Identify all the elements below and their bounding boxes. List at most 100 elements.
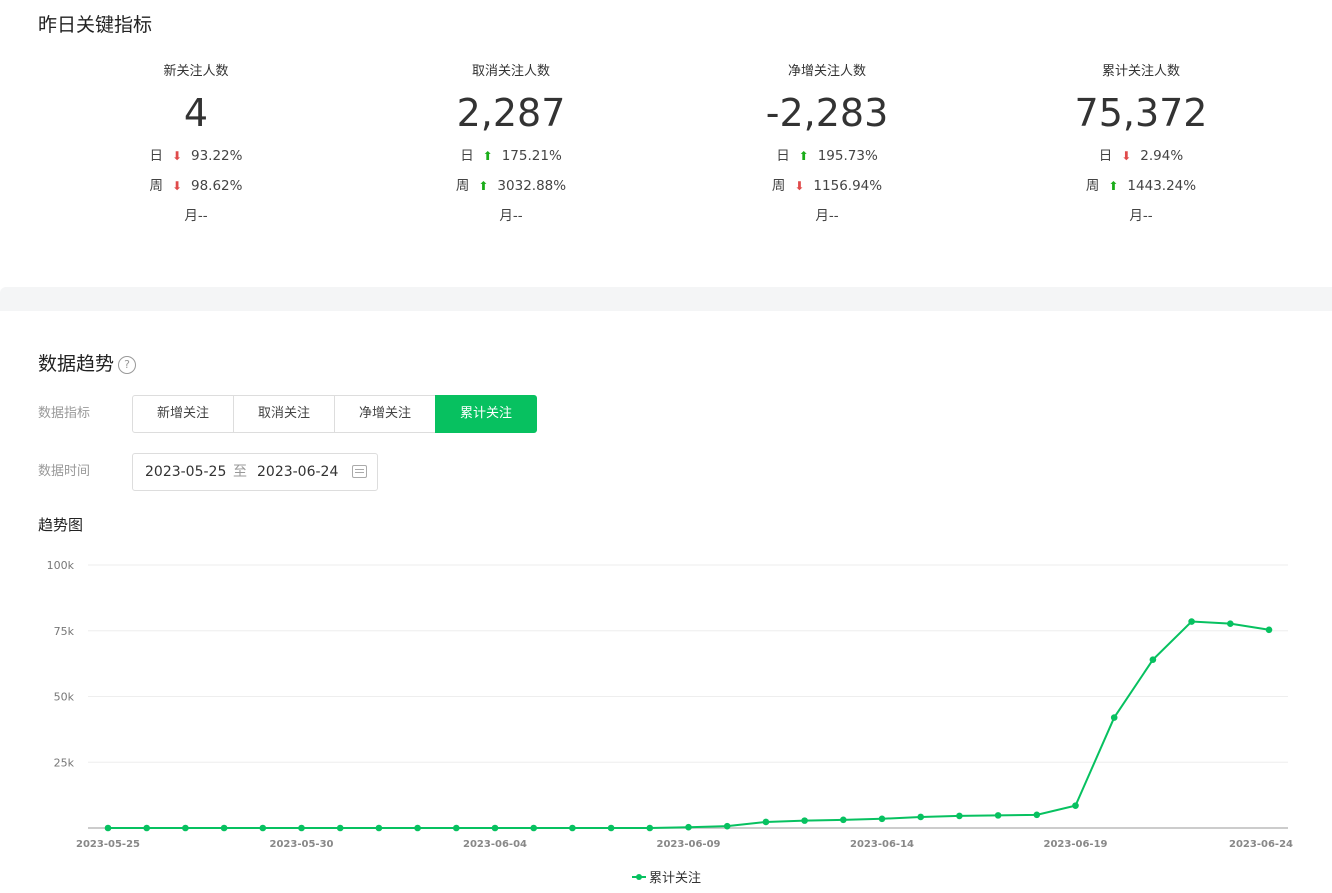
data-point bbox=[646, 824, 654, 832]
metric-month-change: 月-- bbox=[1129, 208, 1153, 224]
data-point bbox=[801, 817, 808, 824]
y-tick-label: 75k bbox=[54, 625, 75, 638]
data-point bbox=[762, 818, 770, 826]
metric-day-change: 日 ⬇ 93.22% bbox=[46, 146, 346, 166]
data-point bbox=[1227, 620, 1234, 627]
day-key: 日 bbox=[460, 148, 474, 164]
x-tick-label: 2023-05-25 bbox=[76, 839, 140, 850]
day-pct: 175.21% bbox=[501, 148, 562, 164]
x-tick-label: 2023-06-04 bbox=[463, 839, 527, 850]
metric-label: 新关注人数 bbox=[163, 64, 229, 79]
metric-card: 累计关注人数 75,372 日 ⬇ 2.94% 周 ⬆ 1443.24% 月-- bbox=[991, 62, 1291, 226]
metric-tab-group: 新增关注 取消关注 净增关注 累计关注 bbox=[132, 395, 537, 433]
metric-label: 净增关注人数 bbox=[787, 64, 866, 79]
x-tick-label: 2023-06-14 bbox=[850, 839, 914, 850]
data-point bbox=[182, 824, 189, 832]
x-tick-label: 2023-06-24 bbox=[1229, 839, 1293, 850]
data-point bbox=[1149, 656, 1157, 663]
metric-month-change: 月-- bbox=[499, 208, 523, 224]
metric-value: 4 bbox=[183, 91, 209, 135]
data-point bbox=[956, 812, 963, 820]
data-point bbox=[491, 824, 499, 832]
data-point bbox=[685, 823, 692, 831]
data-point bbox=[259, 824, 267, 832]
metric-day-change: 日 ⬆ 175.21% bbox=[361, 146, 661, 166]
data-point bbox=[840, 816, 847, 824]
data-point bbox=[414, 824, 421, 832]
data-point bbox=[917, 813, 924, 821]
metric-week-change: 周 ⬆ 3032.88% bbox=[361, 176, 661, 196]
arrow-down-icon: ⬇ bbox=[171, 179, 183, 193]
data-point bbox=[723, 822, 731, 830]
arrow-up-icon: ⬆ bbox=[1108, 179, 1119, 193]
week-key: 周 bbox=[149, 178, 164, 194]
data-point bbox=[1265, 626, 1273, 634]
x-tick-label: 2023-05-30 bbox=[270, 839, 334, 850]
day-key: 日 bbox=[776, 148, 790, 164]
chart-legend[interactable]: 累计关注 bbox=[632, 867, 701, 886]
week-key: 周 bbox=[1085, 178, 1100, 194]
kpi-section-title: 昨日关键指标 bbox=[38, 14, 153, 36]
date-end[interactable]: 2023-06-24 bbox=[257, 464, 339, 480]
metric-card: 净增关注人数 -2,283 日 ⬆ 195.73% 周 ⬇ 1156.94% 月-- bbox=[677, 62, 977, 226]
day-pct: 2.94% bbox=[1140, 148, 1184, 164]
data-point bbox=[298, 824, 305, 832]
data-point bbox=[994, 812, 1002, 819]
section-divider bbox=[0, 287, 1332, 311]
data-point bbox=[453, 824, 460, 832]
trend-section-title: 数据趋势? bbox=[38, 349, 137, 376]
legend-label: 累计关注 bbox=[649, 871, 702, 886]
arrow-down-icon: ⬇ bbox=[1121, 149, 1132, 163]
metric-value: 2,287 bbox=[456, 91, 566, 135]
date-separator: 至 bbox=[233, 464, 247, 480]
day-key: 日 bbox=[1098, 148, 1113, 164]
metric-label: 累计关注人数 bbox=[1101, 64, 1180, 79]
metric-value: -2,283 bbox=[765, 91, 889, 135]
tab-new-follow[interactable]: 新增关注 bbox=[132, 395, 234, 433]
day-key: 日 bbox=[149, 148, 164, 164]
metric-day-change: 日 ⬇ 2.94% bbox=[991, 146, 1291, 166]
metric-value: 75,372 bbox=[1074, 91, 1208, 135]
y-tick-label: 100k bbox=[47, 559, 75, 572]
data-point bbox=[336, 824, 344, 832]
week-key: 周 bbox=[455, 178, 470, 194]
legend-marker-icon bbox=[632, 872, 646, 882]
week-pct: 1156.94% bbox=[813, 178, 883, 194]
metric-week-change: 周 ⬇ 1156.94% bbox=[677, 176, 977, 196]
metric-week-change: 周 ⬆ 1443.24% bbox=[991, 176, 1291, 196]
metric-card: 取消关注人数 2,287 日 ⬆ 175.21% 周 ⬆ 3032.88% 月-- bbox=[361, 62, 661, 226]
y-tick-label: 25k bbox=[54, 756, 75, 769]
arrow-up-icon: ⬆ bbox=[478, 179, 489, 193]
x-tick-label: 2023-06-19 bbox=[1044, 839, 1108, 850]
data-point bbox=[104, 824, 112, 832]
x-tick-label: 2023-06-09 bbox=[657, 839, 721, 850]
tab-net-follow[interactable]: 净增关注 bbox=[334, 395, 436, 433]
trend-line-chart: 25k 50k 75k 100k 2023-05-25 2023-05-30 2023-06… bbox=[47, 559, 1293, 850]
calendar-icon[interactable] bbox=[352, 465, 367, 478]
arrow-down-icon: ⬇ bbox=[171, 149, 183, 163]
question-circle-icon[interactable]: ? bbox=[118, 356, 137, 374]
metric-week-change: 周 ⬇ 98.62% bbox=[46, 176, 346, 196]
series-line bbox=[108, 620, 1270, 829]
data-point bbox=[1110, 714, 1118, 721]
metric-card: 新关注人数 4 日 ⬇ 93.22% 周 ⬇ 98.62% 月-- bbox=[46, 62, 346, 226]
data-point bbox=[1072, 802, 1079, 809]
data-point bbox=[1033, 811, 1041, 819]
data-point bbox=[375, 824, 383, 832]
week-pct: 98.62% bbox=[191, 178, 243, 194]
metric-day-change: 日 ⬆ 195.73% bbox=[677, 146, 977, 166]
day-pct: 93.22% bbox=[191, 148, 243, 164]
date-filter-label: 数据时间 bbox=[38, 464, 91, 479]
metric-month-change: 月-- bbox=[184, 208, 208, 224]
tab-unfollow[interactable]: 取消关注 bbox=[233, 395, 335, 433]
date-start[interactable]: 2023-05-25 bbox=[145, 464, 227, 480]
tab-total-follow[interactable]: 累计关注 bbox=[435, 395, 537, 433]
data-point bbox=[607, 824, 615, 832]
chart-title: 趋势图 bbox=[38, 516, 84, 534]
data-point bbox=[1188, 618, 1195, 625]
data-point bbox=[878, 815, 886, 823]
arrow-up-icon: ⬆ bbox=[482, 149, 493, 163]
data-point bbox=[143, 824, 150, 832]
date-range-picker[interactable]: 2023-05-25 至 2023-06-24 bbox=[132, 453, 378, 491]
metric-filter-label: 数据指标 bbox=[38, 406, 91, 421]
